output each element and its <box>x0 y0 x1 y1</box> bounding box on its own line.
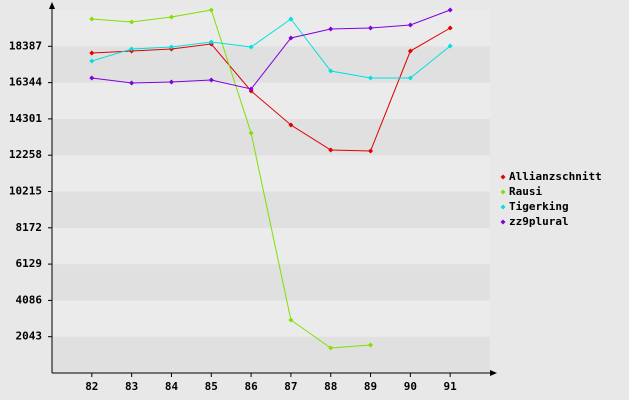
point <box>328 26 334 32</box>
point <box>168 44 174 50</box>
x-tick-label: 89 <box>364 380 377 393</box>
y-tick-label: 4086 <box>16 293 43 306</box>
point <box>447 7 453 13</box>
point <box>288 122 294 128</box>
point <box>288 317 294 323</box>
point <box>89 75 95 81</box>
point <box>168 14 174 20</box>
legend-label: Rausi <box>509 185 542 198</box>
plot-band <box>52 191 490 228</box>
point <box>328 68 334 74</box>
legend-marker <box>500 204 506 210</box>
point <box>447 43 453 49</box>
point <box>89 58 95 64</box>
series-line <box>91 9 451 90</box>
point <box>168 79 174 85</box>
x-tick-label: 85 <box>205 380 218 393</box>
point <box>368 25 374 31</box>
series-line <box>91 18 451 79</box>
x-tick-label: 88 <box>324 380 337 393</box>
point <box>129 46 135 52</box>
point <box>368 342 374 348</box>
x-tick-label: 82 <box>85 380 98 393</box>
legend-label: zz9plural <box>509 215 569 228</box>
y-tick-label: 12258 <box>9 148 42 161</box>
point <box>328 147 334 153</box>
x-tick-label: 86 <box>244 380 258 393</box>
point <box>208 77 214 83</box>
plot-band <box>52 227 490 265</box>
legend-label: Tigerking <box>509 200 569 213</box>
plot-band <box>52 10 490 47</box>
legend-marker <box>500 189 506 195</box>
plot-band <box>52 118 490 156</box>
point <box>288 35 294 41</box>
point <box>407 22 413 28</box>
plot-band <box>52 82 490 119</box>
y-tick-label: 6129 <box>16 257 43 270</box>
y-tick-label: 16344 <box>9 76 42 89</box>
y-axis-arrow <box>49 2 55 9</box>
point <box>248 130 254 136</box>
point <box>328 345 334 351</box>
plot-band <box>52 300 490 337</box>
series-line <box>91 9 371 349</box>
y-tick-label: 2043 <box>16 330 43 343</box>
x-tick-label: 83 <box>125 380 138 393</box>
legend-label: Allianzschnitt <box>509 170 602 183</box>
point <box>447 25 453 31</box>
x-tick-label: 87 <box>284 380 297 393</box>
y-tick-label: 14301 <box>9 112 42 125</box>
y-tick-label: 18387 <box>9 39 42 52</box>
point <box>208 7 214 13</box>
series-line <box>91 27 451 152</box>
point <box>407 75 413 81</box>
x-axis-arrow <box>490 370 497 376</box>
plot-band <box>52 46 490 83</box>
point <box>248 44 254 50</box>
point <box>407 48 413 54</box>
point <box>368 75 374 81</box>
plot-band <box>52 155 490 192</box>
x-tick-label: 84 <box>165 380 179 393</box>
x-tick-label: 91 <box>444 380 458 393</box>
point <box>208 39 214 45</box>
plot-band <box>52 264 490 301</box>
legend-marker <box>500 174 506 180</box>
point <box>89 16 95 22</box>
legend-marker <box>500 219 506 225</box>
plot-band <box>52 336 490 373</box>
point <box>248 86 254 92</box>
point <box>129 80 135 86</box>
point <box>368 148 374 154</box>
y-tick-label: 8172 <box>16 221 43 234</box>
point <box>129 19 135 25</box>
x-tick-label: 90 <box>404 380 417 393</box>
point <box>89 50 95 56</box>
y-tick-label: 10215 <box>9 185 42 198</box>
point <box>288 16 294 22</box>
